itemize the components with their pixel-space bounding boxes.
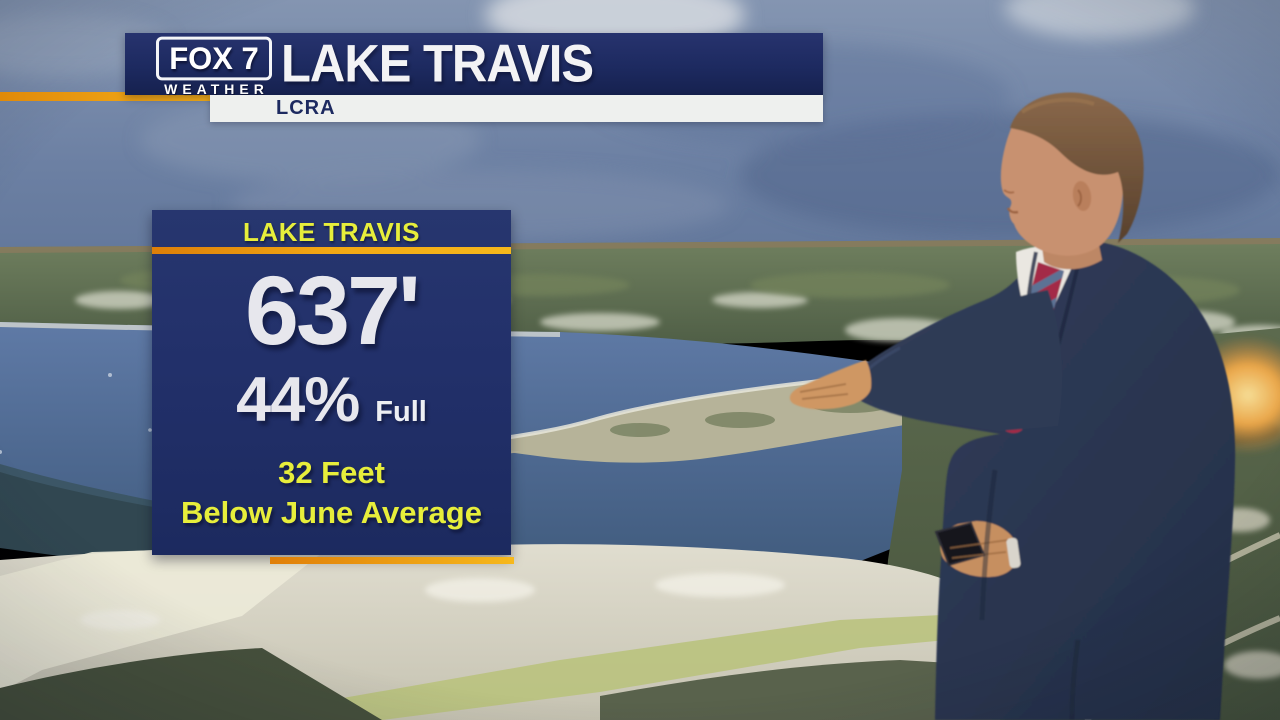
accent-line <box>0 92 212 101</box>
banner-title: LAKE TRAVIS <box>281 34 594 94</box>
lake-stats-card: LAKE TRAVIS 637' 44% Full 32 Feet Below … <box>152 210 514 564</box>
card-body: 637' 44% Full 32 Feet Below June Average <box>152 254 511 528</box>
source-bar: LCRA <box>210 95 823 122</box>
fox7-logo: FOX 7 <box>156 36 272 81</box>
station-logo: FOX 7 WEATHER <box>139 36 289 97</box>
weather-logo-label: WEATHER <box>164 81 269 97</box>
deficit-line1: 32 Feet <box>278 455 385 490</box>
card-title: LAKE TRAVIS <box>243 217 420 247</box>
deficit-line2: Below June Average <box>181 495 482 530</box>
percent-row: 44% Full <box>236 369 427 432</box>
card-bottom-accent <box>270 557 514 564</box>
weather-banner: FOX 7 WEATHER LAKE TRAVIS <box>125 33 823 97</box>
card-divider <box>152 247 511 254</box>
percent-full-label: Full <box>375 396 427 428</box>
percent-full-value: 44% <box>236 365 360 435</box>
source-label: LCRA <box>276 97 336 119</box>
lake-level-value: 637' <box>245 256 421 365</box>
